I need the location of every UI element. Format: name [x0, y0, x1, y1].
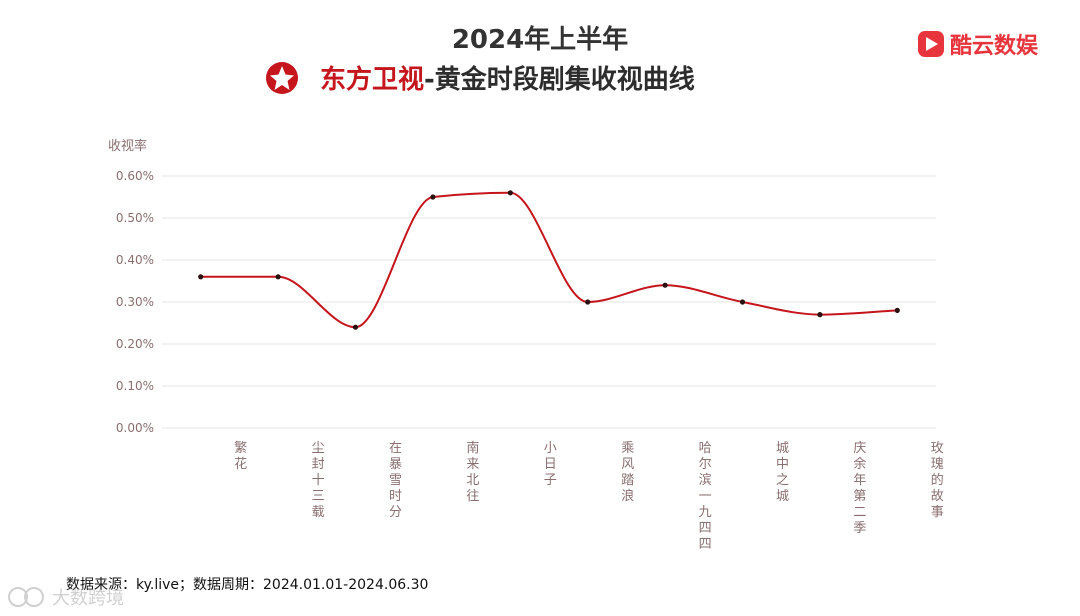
data-point-2: [275, 274, 281, 280]
x-category-label: 南来北往: [466, 440, 479, 504]
kuyun-logo: 酷云数娱: [918, 31, 1039, 59]
y-tick-label: 0.60%: [116, 169, 154, 183]
x-category-label: 繁花: [234, 440, 247, 472]
y-tick-label: 0.00%: [116, 421, 154, 435]
y-axis-ticks: 0.00% 0.10% 0.20% 0.30% 0.40% 0.50% 0.60%: [116, 169, 154, 435]
data-point-1: [198, 274, 204, 280]
x-category-label: 小日子: [544, 441, 557, 488]
data-point-7: [662, 282, 668, 288]
data-point-4: [430, 194, 436, 200]
subtitle-suffix: -黄金时段剧集收视曲线: [424, 64, 695, 95]
x-category-label: 在暴雪时分: [389, 441, 402, 520]
channel-name: 东方卫视: [320, 64, 424, 95]
kuyun-logo-icon: [918, 31, 944, 57]
data-source-note: 数据来源：ky.live；数据周期：2024.01.01-2024.06.30: [66, 577, 428, 593]
x-category-label: 玫瑰的故事: [931, 441, 944, 520]
series-line: [200, 191, 898, 329]
watermark-text: 大数跨境: [52, 588, 124, 609]
x-category-label: 哈尔滨一九四四: [699, 441, 712, 552]
data-point-9: [817, 312, 823, 318]
chart-subtitle: 东方卫视-黄金时段剧集收视曲线: [320, 64, 695, 95]
data-points: [198, 190, 900, 330]
y-tick-label: 0.20%: [116, 337, 154, 351]
watermark: 大数跨境: [8, 587, 124, 609]
y-axis-label: 收视率: [108, 138, 147, 154]
x-axis-categories: 繁花 尘封十三载 在暴雪时分 南来北往 小日子 乘风踏浪 哈尔滨一九四四 城中之城 庆余年第二季…: [234, 440, 944, 552]
y-tick-label: 0.30%: [116, 295, 154, 309]
kuyun-logo-text: 酷云数娱: [950, 33, 1039, 59]
y-tick-label: 0.10%: [116, 379, 154, 393]
channel-logo-icon: [266, 62, 298, 94]
x-category-label: 乘风踏浪: [621, 441, 634, 504]
y-tick-label: 0.40%: [116, 253, 154, 267]
y-tick-label: 0.50%: [116, 211, 154, 225]
data-point-10: [894, 307, 900, 313]
data-point-3: [352, 324, 359, 330]
series-line-group: [200, 191, 898, 329]
grid-lines: [162, 175, 936, 429]
x-category-label: 庆余年第二季: [853, 441, 866, 536]
data-point-8: [739, 299, 746, 305]
chart-title: 2024年上半年: [452, 24, 628, 55]
data-point-6: [585, 299, 591, 305]
x-category-label: 尘封十三载: [312, 441, 325, 520]
x-category-label: 城中之城: [776, 441, 789, 504]
data-point-5: [507, 190, 513, 196]
watermark-icon: [8, 587, 44, 607]
